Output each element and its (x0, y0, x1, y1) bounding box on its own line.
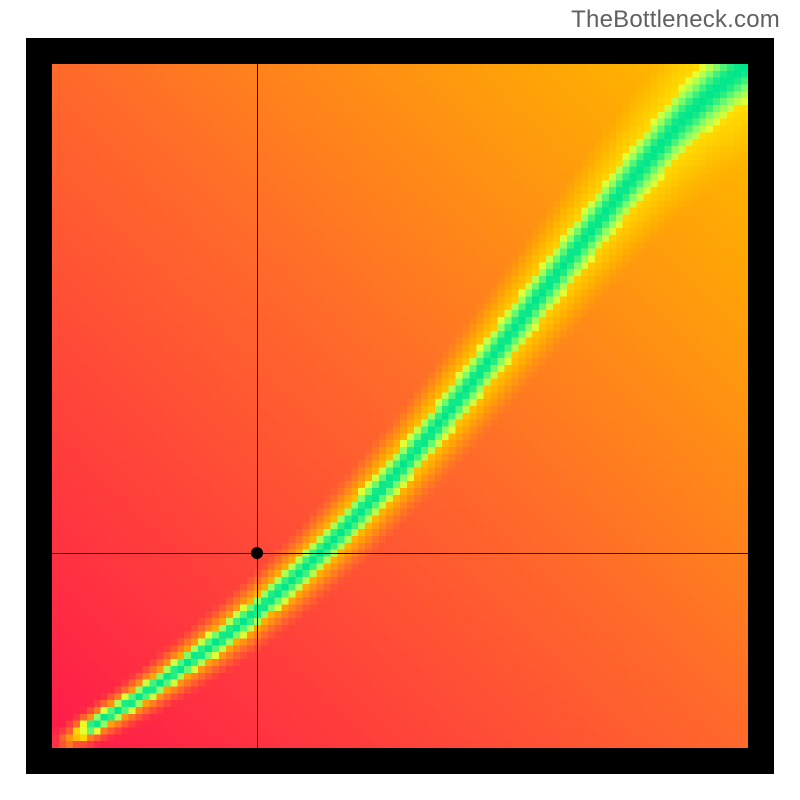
watermark-text: TheBottleneck.com (571, 6, 780, 34)
plot-frame (26, 38, 774, 774)
bottleneck-heatmap (52, 64, 748, 748)
